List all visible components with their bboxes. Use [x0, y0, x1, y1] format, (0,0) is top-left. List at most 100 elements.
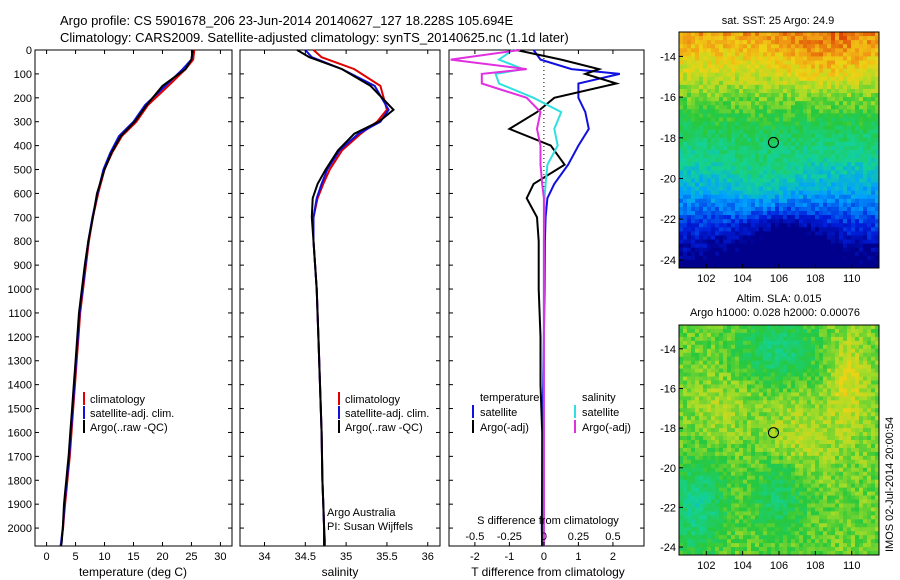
heatmap-cell: [863, 129, 868, 135]
heatmap-cell: [687, 52, 692, 58]
heatmap-cell: [723, 202, 728, 208]
heatmap-cell: [815, 247, 820, 253]
heatmap-cell: [851, 84, 856, 90]
heatmap-cell: [791, 101, 796, 106]
heatmap-cell: [859, 388, 864, 394]
heatmap-cell: [811, 440, 816, 445]
heatmap-cell: [835, 432, 840, 437]
heatmap-cell: [699, 352, 704, 358]
heatmap-cell: [831, 459, 836, 465]
heatmap-cell: [795, 325, 800, 330]
heatmap-cell: [875, 443, 879, 449]
heatmap-cell: [819, 88, 824, 94]
heatmap-cell: [823, 36, 828, 41]
heatmap-cell: [779, 231, 784, 237]
heatmap-cell: [795, 145, 800, 151]
heatmap-cell: [695, 129, 700, 135]
heatmap-cell: [731, 121, 736, 127]
heatmap-cell: [719, 344, 724, 350]
heatmap-cell: [803, 162, 808, 167]
heatmap-cell: [771, 356, 776, 362]
heatmap-cell: [799, 162, 804, 167]
heatmap-cell: [795, 223, 800, 228]
heatmap-cell: [755, 190, 760, 196]
heatmap-cell: [715, 428, 720, 433]
heatmap-cell: [847, 325, 852, 330]
heatmap-cell: [695, 416, 700, 421]
heatmap-cell: [727, 88, 732, 94]
legend-t-argo: Argo(-adj): [480, 422, 529, 434]
heatmap-cell: [843, 420, 848, 425]
heatmap-cell: [775, 32, 780, 37]
heatmap-cell: [835, 440, 840, 445]
x-tick-label: 0: [541, 551, 547, 563]
heatmap-cell: [691, 364, 696, 370]
heatmap-cell: [871, 360, 876, 366]
heatmap-cell: [759, 44, 764, 49]
heatmap-cell: [743, 60, 748, 66]
heatmap-cell: [847, 239, 852, 245]
heatmap-cell: [763, 32, 768, 37]
heatmap-cell: [703, 125, 708, 131]
heatmap-cell: [743, 259, 748, 265]
heatmap-cell: [703, 416, 708, 421]
heatmap-cell: [815, 64, 820, 70]
heatmap-cell: [715, 202, 720, 208]
heatmap-cell: [875, 150, 879, 155]
heatmap-cell: [863, 420, 868, 425]
heatmap-cell: [707, 186, 712, 192]
heatmap-cell: [771, 141, 776, 147]
heatmap-cell: [803, 121, 808, 127]
heatmap-cell: [851, 235, 856, 241]
heatmap-cell: [739, 68, 744, 74]
heatmap-cell: [867, 336, 872, 342]
heatmap-cell: [775, 105, 780, 110]
heatmap-cell: [743, 97, 748, 102]
heatmap-cell: [679, 328, 684, 334]
heatmap-cell: [767, 463, 772, 469]
heatmap-cell: [795, 97, 800, 102]
heatmap-cell: [743, 223, 748, 228]
heatmap-cell: [807, 141, 812, 147]
heatmap-cell: [707, 121, 712, 127]
heatmap-cell: [843, 202, 848, 208]
heatmap-cell: [699, 436, 704, 441]
heatmap-cell: [819, 141, 824, 147]
heatmap-cell: [771, 36, 776, 41]
heatmap-cell: [827, 36, 832, 41]
heatmap-cell: [719, 44, 724, 49]
heatmap-cell: [743, 360, 748, 366]
heatmap-cell: [755, 215, 760, 220]
heatmap-cell: [687, 129, 692, 135]
heatmap-cell: [819, 420, 824, 425]
heatmap-cell: [843, 32, 848, 37]
heatmap-cell: [823, 368, 828, 374]
heatmap-cell: [823, 182, 828, 188]
heatmap-cell: [763, 400, 768, 405]
heatmap-cell: [855, 76, 860, 82]
heatmap-cell: [835, 190, 840, 196]
heatmap-cell: [719, 325, 724, 330]
heatmap-cell: [731, 259, 736, 265]
heatmap-cell: [747, 263, 752, 268]
heatmap-cell: [831, 420, 836, 425]
heatmap-cell: [679, 384, 684, 390]
heatmap-cell: [739, 416, 744, 421]
heatmap-cell: [767, 174, 772, 180]
heatmap-cell: [699, 145, 704, 151]
heatmap-cell: [759, 190, 764, 196]
heatmap-cell: [747, 72, 752, 78]
heatmap-cell: [771, 396, 776, 401]
heatmap-cell: [839, 239, 844, 245]
heatmap-cell: [743, 388, 748, 394]
heatmap-cell: [835, 392, 840, 397]
depth-tick-label: 1400: [8, 380, 32, 392]
heatmap-cell: [735, 219, 740, 224]
heatmap-cell: [719, 360, 724, 366]
heatmap-cell: [819, 408, 824, 413]
heatmap-cell: [703, 227, 708, 232]
heatmap-cell: [811, 360, 816, 366]
heatmap-cell: [691, 202, 696, 208]
heatmap-cell: [815, 340, 820, 346]
heatmap-cell: [867, 443, 872, 449]
